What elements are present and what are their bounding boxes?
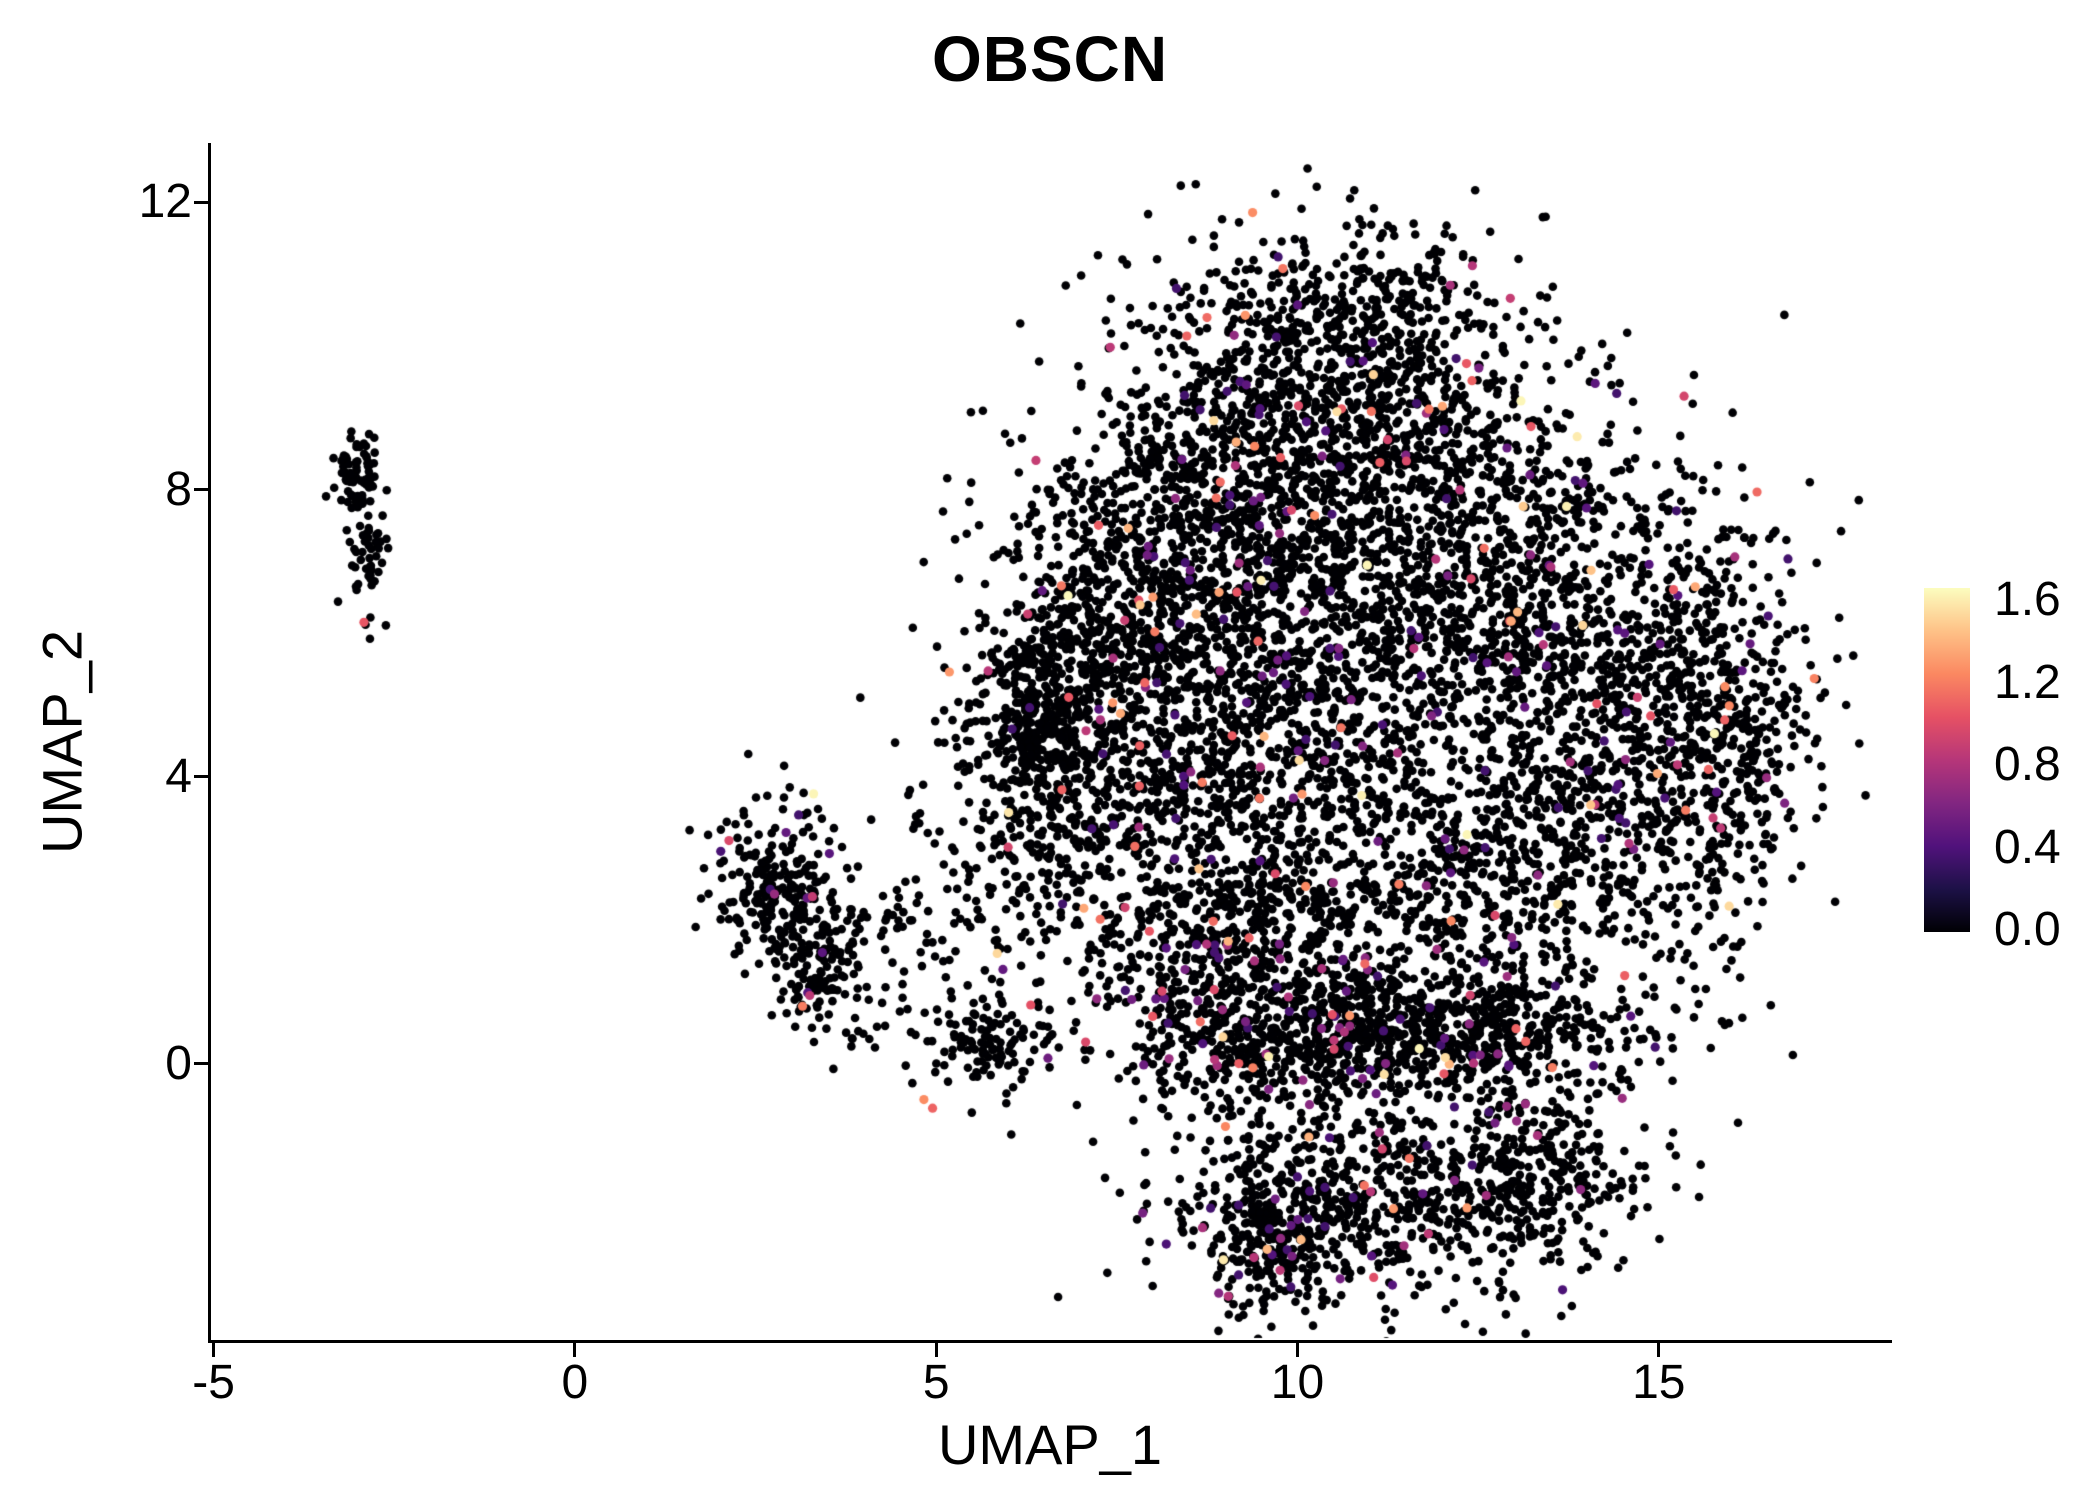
x-axis-line <box>208 1340 1892 1343</box>
colorbar-tick-label: 0.4 <box>1994 820 2061 874</box>
x-tick-mark <box>212 1343 216 1357</box>
y-tick-label: 4 <box>165 749 192 803</box>
x-tick-label: -5 <box>192 1356 235 1409</box>
colorbar-tick-label: 1.6 <box>1994 573 2061 627</box>
y-tick-label: 0 <box>165 1036 192 1090</box>
y-tick-mark <box>194 1062 208 1066</box>
x-tick-label: 5 <box>922 1356 950 1409</box>
colorbar-tick-label: 0.8 <box>1994 738 2061 792</box>
colorbar-tick-label: 1.2 <box>1994 655 2061 709</box>
x-tick-mark <box>1657 1343 1661 1357</box>
colorbar-tick-label: 0.0 <box>1994 903 2061 956</box>
chart-title: OBSCN <box>931 23 1169 95</box>
x-tick-mark <box>1295 1343 1299 1357</box>
y-tick-mark <box>194 200 208 204</box>
y-tick-label: 8 <box>165 462 192 516</box>
colorbar-gradient <box>1924 588 1970 932</box>
colorbar-legend <box>1924 588 1970 932</box>
y-axis-line <box>208 143 211 1343</box>
y-tick-mark <box>194 488 208 491</box>
y-axis-title: UMAP_2 <box>30 629 94 855</box>
y-tick-label: 12 <box>138 175 192 229</box>
x-tick-mark <box>573 1343 577 1357</box>
x-axis-title: UMAP_1 <box>937 1413 1163 1476</box>
x-tick-label: 10 <box>1270 1356 1325 1409</box>
x-tick-label: 0 <box>561 1356 589 1409</box>
x-tick-mark <box>934 1343 938 1357</box>
x-tick-label: 15 <box>1632 1356 1686 1409</box>
y-tick-mark <box>194 775 208 779</box>
